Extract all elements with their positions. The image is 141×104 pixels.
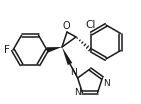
Text: N: N xyxy=(103,79,110,88)
Text: Cl: Cl xyxy=(85,20,95,30)
Text: F: F xyxy=(4,45,10,55)
Polygon shape xyxy=(62,47,72,65)
Text: O: O xyxy=(62,21,70,31)
Polygon shape xyxy=(46,47,62,53)
Text: N: N xyxy=(70,68,77,77)
Text: N: N xyxy=(75,88,81,97)
